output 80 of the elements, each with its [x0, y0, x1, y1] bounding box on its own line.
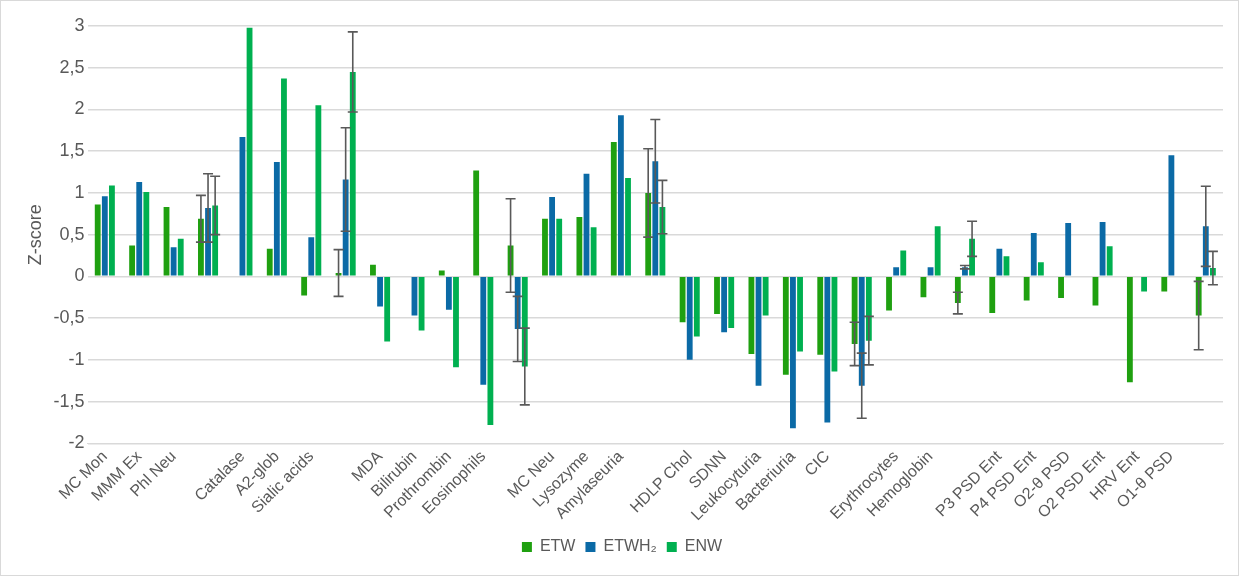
bar	[136, 182, 143, 276]
y-tick-label: -2	[68, 432, 85, 453]
bar	[927, 267, 934, 276]
bar	[101, 196, 108, 276]
bar	[996, 248, 1003, 276]
bar	[610, 142, 617, 276]
bar	[693, 277, 700, 337]
bar	[1058, 277, 1064, 299]
bar	[625, 177, 631, 276]
bar	[301, 277, 308, 296]
bar	[817, 277, 824, 355]
bar	[109, 185, 115, 276]
y-tick-label: 2	[74, 98, 85, 119]
bar	[370, 264, 376, 276]
bar	[886, 277, 892, 311]
bar	[445, 277, 452, 310]
bar	[349, 71, 356, 276]
y-tick-label: 1	[74, 181, 85, 202]
legend-label: ETWH₂	[603, 537, 657, 555]
bar	[1030, 232, 1037, 276]
bar	[900, 250, 907, 276]
bar	[1065, 222, 1072, 276]
bar	[170, 247, 177, 276]
bar	[989, 277, 996, 314]
bar	[728, 277, 735, 329]
y-tick-label: 1,5	[59, 140, 85, 161]
bar	[1161, 277, 1168, 292]
y-tick-label: 0	[74, 265, 85, 286]
bar	[453, 277, 459, 368]
bar	[308, 237, 315, 276]
bar	[281, 78, 287, 276]
bar	[652, 161, 659, 276]
bar	[782, 277, 789, 375]
legend-label: ENW	[684, 537, 723, 555]
bar	[1126, 277, 1133, 383]
bar	[273, 162, 280, 276]
bar	[762, 277, 769, 316]
bar	[617, 115, 624, 276]
bar	[1037, 262, 1044, 276]
bar	[315, 105, 322, 276]
bar	[851, 277, 858, 344]
bar	[542, 218, 548, 276]
bar	[797, 277, 803, 352]
bar	[266, 248, 273, 276]
bar	[686, 277, 693, 360]
bar	[893, 267, 900, 276]
y-tick-label: -1,5	[53, 390, 85, 411]
bar	[129, 245, 136, 276]
bar	[384, 277, 391, 342]
bar	[1168, 155, 1175, 276]
bar	[576, 217, 583, 276]
bar	[1106, 246, 1113, 276]
y-axis-title: Z-score	[24, 204, 45, 266]
bar	[721, 277, 728, 333]
bar	[590, 227, 597, 276]
y-tick-label: 2,5	[59, 56, 85, 77]
bar	[177, 238, 184, 276]
bar	[824, 277, 831, 423]
bar	[790, 277, 796, 429]
y-tick-label: 3	[74, 14, 85, 35]
x-tick-label: CIC	[801, 447, 833, 479]
bar	[748, 277, 755, 354]
bar	[94, 204, 101, 276]
bar	[438, 270, 445, 276]
y-tick-label: -0,5	[53, 307, 85, 328]
bar	[549, 197, 556, 276]
bar	[1141, 277, 1148, 292]
bar	[934, 226, 941, 276]
bar	[714, 277, 720, 314]
bar	[487, 277, 494, 425]
bar	[480, 277, 487, 385]
y-tick-label: -1	[68, 348, 85, 369]
bar	[679, 277, 686, 323]
bar	[143, 192, 150, 276]
y-tick-label: 0,5	[59, 223, 85, 244]
bar	[473, 170, 480, 276]
bar	[377, 277, 383, 307]
bar	[1023, 277, 1030, 301]
legend-label: ETW	[539, 537, 577, 555]
bar	[556, 218, 563, 276]
